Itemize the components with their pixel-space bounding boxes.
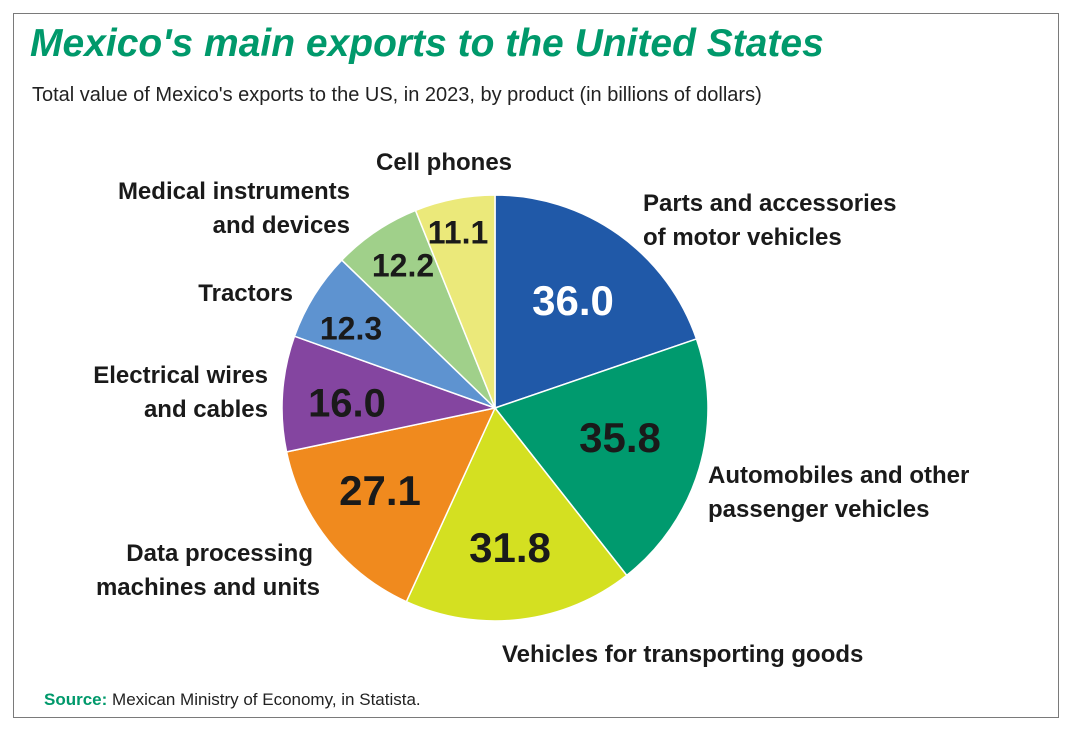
slice-value-label: 12.3 [320, 311, 382, 347]
slice-category-label: Vehicles for transporting goods [502, 641, 863, 668]
slice-category-label: Cell phones [376, 149, 512, 176]
source-text: Mexican Ministry of Economy, in Statista… [112, 690, 421, 709]
slice-value-label: 35.8 [579, 414, 661, 461]
source-note: Source: Mexican Ministry of Economy, in … [44, 690, 421, 710]
slice-category-label: Parts and accessories [643, 190, 897, 217]
slice-category-label: Medical instruments [118, 178, 350, 205]
pie-slice [494, 194, 698, 410]
pie-slice [285, 406, 497, 603]
slice-value-label: 31.8 [469, 524, 551, 571]
pie-slice [405, 406, 628, 622]
slice-category-label: and cables [144, 396, 268, 423]
chart-title: Mexico's main exports to the United Stat… [30, 22, 824, 65]
source-label: Source: [44, 690, 108, 709]
slice-value-label: 12.2 [372, 248, 434, 284]
chart-frame [13, 13, 1059, 718]
pie-slice [493, 338, 709, 577]
slice-category-label: Tractors [198, 280, 293, 307]
pie-slice [414, 194, 496, 409]
slice-category-label: of motor vehicles [643, 224, 842, 251]
slice-category-label: and devices [213, 212, 350, 239]
slice-value-label: 36.0 [532, 277, 614, 324]
slice-category-label: Data processing [126, 540, 313, 567]
slice-category-label: machines and units [96, 574, 320, 601]
pie-slice [281, 335, 498, 453]
slice-category-label: Electrical wires [93, 362, 268, 389]
slice-category-label: passenger vehicles [708, 496, 929, 523]
slice-value-label: 27.1 [339, 467, 421, 514]
chart-subtitle: Total value of Mexico's exports to the U… [32, 84, 762, 106]
slice-category-label: Automobiles and other [708, 462, 969, 489]
slice-value-label: 11.1 [428, 215, 489, 251]
slice-value-label: 16.0 [308, 381, 386, 425]
